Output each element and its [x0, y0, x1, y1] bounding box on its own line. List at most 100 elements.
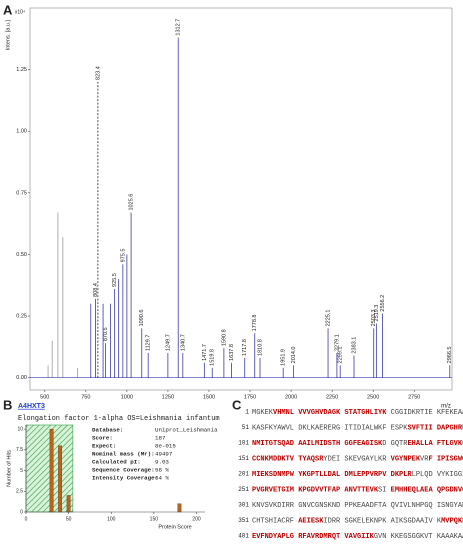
- field-name: Expect:: [92, 443, 116, 450]
- sequence-line: NMITGTSQAD AAILMIDSTH GGFEAGISKD GQTREHA…: [252, 440, 463, 448]
- significance-region: [25, 424, 74, 513]
- field-value: Uniprot_Leishmania: [155, 427, 218, 434]
- x-tick-label: 1250: [162, 394, 174, 400]
- peak-label: 1025.6: [129, 194, 135, 211]
- matched-peptide: EMHHEQLAEA QPGDNVGFNV: [391, 486, 463, 494]
- field-value: 9.03: [155, 459, 169, 466]
- peak-label: 1471.7: [202, 344, 208, 361]
- sequence-segment: CGGIDKRTIE KFEKEAAEIG: [386, 409, 463, 417]
- y-tick-label: 1.25: [16, 67, 27, 73]
- peak-label: 870.5: [103, 327, 109, 341]
- panel-label: C: [232, 397, 242, 412]
- field-value: 187: [155, 435, 166, 442]
- peak-label: 2299.1: [338, 347, 344, 364]
- x-tick-label: 200: [192, 516, 201, 522]
- x-tick-label: 2750: [408, 394, 420, 400]
- sequence-segment: LPLQD VYKIGGIGTV: [412, 471, 463, 479]
- protein-description: Elongation factor 1-alpha OS=Leishmania …: [18, 415, 220, 423]
- peak-label: 1090.6: [139, 310, 145, 327]
- sequence-start: 1: [245, 409, 249, 416]
- peak-label: 1129.7: [146, 335, 152, 351]
- peak-label: 2966.5: [447, 347, 453, 364]
- x-tick-label: 2500: [367, 394, 379, 400]
- field-name: Score:: [92, 435, 113, 442]
- sequence-line: MIEKSDNMPW YKGPTLLDAL DMLEPPVRPV DKPLRLP…: [252, 471, 463, 479]
- peak-label: 2519.3: [374, 305, 380, 322]
- peak-label: 823.4: [95, 66, 101, 80]
- y-tick-label: 2.5: [16, 489, 23, 495]
- sequence-segment: IDRR SGKELEKNPK AIKSGDAAIV K: [323, 517, 441, 525]
- matched-peptide: MIEKSDNMPW YKGPTLLDAL DMLEPPVRPV DKPLR: [252, 471, 412, 479]
- matched-peptide: NMITGTSQAD AAILMIDSTH GGFEAGISK: [252, 440, 383, 448]
- peak-label: 1340.7: [180, 334, 186, 351]
- peak-label: 1590.8: [221, 329, 227, 346]
- peak-label: 1249.7: [165, 334, 171, 351]
- field-name: Calculated pI:: [92, 459, 141, 466]
- matched-peptide: MVPQKPMCV: [441, 517, 463, 525]
- field-name: Intensity Coverage:: [92, 475, 158, 482]
- x-axis-label: m/z: [441, 404, 451, 410]
- peak-label: 2225.1: [325, 310, 331, 327]
- sequence-segment: CHTSHIACRF: [252, 517, 298, 525]
- panel-label: A: [3, 2, 13, 17]
- matched-peptide: EHALLA FTLGVK: [407, 440, 462, 448]
- peak-label: 2503.3: [371, 310, 377, 327]
- matched-peptide: VGYNPEK: [391, 455, 421, 463]
- x-tick-label: 2000: [285, 394, 297, 400]
- x-axis-label: Protein Score: [158, 524, 191, 530]
- accession-link[interactable]: A4HXT3: [18, 403, 45, 410]
- x-tick-label: 100: [107, 516, 116, 522]
- field-name: Nominal mass (Mr):: [92, 451, 155, 458]
- sequence-segment: MGKEK: [252, 409, 274, 417]
- peak-label: 2383.1: [351, 337, 357, 354]
- sequence-line: EVFNDYAPLG RFAVRDMRQT VAVGIIKGVN KKEGSGG…: [252, 533, 463, 541]
- peak-label: 2014.0: [291, 347, 297, 364]
- field-value: 49497: [155, 451, 173, 458]
- peak-label: 1519.8: [210, 349, 216, 366]
- sequence-line: PVGRVETGIM KPGDVVTFAP ANVTTEVKSI EMHHEQL…: [252, 486, 463, 494]
- y-multiplier: x10⁴: [15, 9, 25, 15]
- sequence-segment: GVN KKEGSGGKVT KAAAKAAKK: [374, 533, 463, 541]
- y-tick-label: 0.75: [16, 190, 27, 196]
- sequence-start: 301: [238, 502, 249, 509]
- y-tick-label: 5: [20, 468, 23, 474]
- sequence-segment: KASFKYAWVL DKLKAERERG ITIDIALWKF ESPK: [252, 424, 408, 432]
- sequence-segment: VR: [420, 455, 429, 463]
- sequence-segment: YDEI SKEVGAYLKR: [323, 455, 390, 463]
- y-tick-label: 0: [20, 509, 23, 515]
- matched-peptide: CCNKMDDKTV TYAQSR: [252, 455, 324, 463]
- y-tick-label: 7.5: [16, 447, 23, 453]
- field-name: Database:: [92, 427, 123, 434]
- field-value: 8e-015: [155, 443, 176, 450]
- bar: [66, 495, 71, 513]
- matched-peptide: AEIESK: [298, 517, 324, 525]
- x-tick-label: 50: [66, 516, 72, 522]
- sequence-segment: KNVSVKDIRR GNVCGNSKND PPKEAADFTA QVIVLNH…: [252, 502, 463, 510]
- peak-label: 1312.7: [176, 19, 182, 36]
- x-tick-label: 1500: [203, 394, 215, 400]
- sequence-start: 151: [238, 455, 249, 462]
- y-axis-label: Intens. [a.u.]: [5, 20, 11, 51]
- field-name: Sequence Coverage:: [92, 467, 155, 474]
- x-tick-label: 1750: [244, 394, 256, 400]
- sequence-line: KASFKYAWVL DKLKAERERG ITIDIALWKF ESPKSVF…: [252, 424, 463, 432]
- matched-peptide: VHMNL VVVGHVDAGK STATGHLIYK: [273, 409, 387, 417]
- x-tick-label: 0: [25, 516, 28, 522]
- peak-label: 1717.8: [242, 339, 248, 356]
- peak-label: 1951.9: [281, 349, 287, 366]
- sequence-segment: SI: [378, 486, 391, 494]
- sequence-start: 201: [238, 471, 249, 478]
- field-value: 64 %: [155, 475, 169, 482]
- matched-peptide: EVFNDYAPLG RFAVRDMRQT VAVGIIK: [252, 533, 375, 541]
- panel-label: B: [3, 397, 12, 412]
- y-tick-label: 0.50: [16, 252, 27, 258]
- sequence-start: 101: [238, 440, 249, 447]
- matched-peptide: PVGRVETGIM KPGDVVTFAP ANVTTEVK: [252, 486, 379, 494]
- y-tick-label: 0.00: [16, 375, 27, 381]
- sequence-line: CHTSHIACRF AEIESKIDRR SGKELEKNPK AIKSGDA…: [252, 517, 463, 525]
- peak-label: 925.5: [112, 273, 118, 287]
- bar: [58, 445, 62, 513]
- sequence-start: 351: [238, 517, 249, 524]
- field-value: 58 %: [155, 467, 169, 474]
